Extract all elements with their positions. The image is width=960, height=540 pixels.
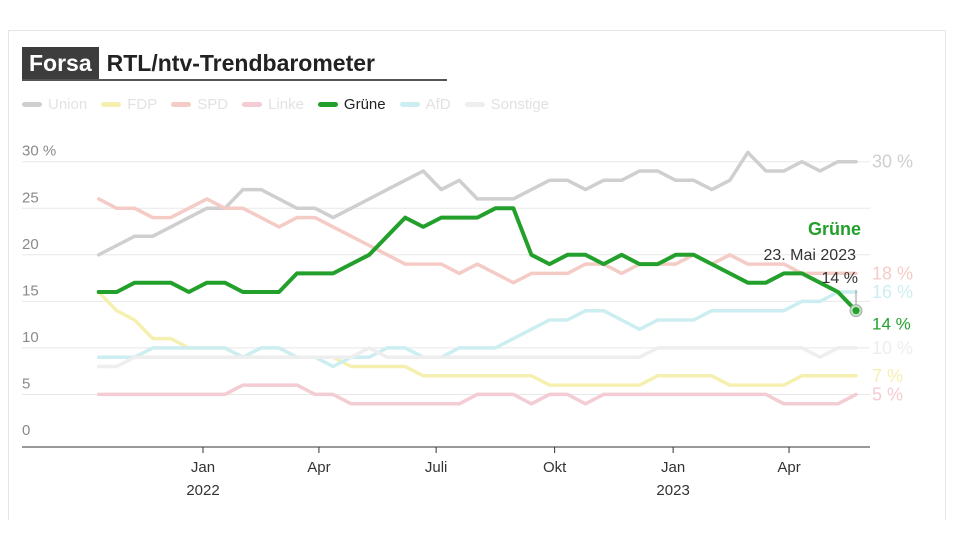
- series-line-spd: [96, 197, 858, 285]
- legend-label: AfD: [425, 96, 451, 113]
- end-label-linke: 5 %: [872, 384, 903, 404]
- legend-item-linke[interactable]: Linke: [242, 96, 304, 113]
- y-tick-label: 0: [22, 422, 30, 439]
- chart-card: [8, 30, 946, 520]
- highlight-marker: [852, 307, 860, 315]
- series-line-fdp: [96, 290, 858, 387]
- y-tick-label: 15: [22, 282, 39, 299]
- legend-item-sonstige[interactable]: Sonstige: [464, 96, 549, 113]
- tooltip-series: Grüne: [808, 219, 861, 239]
- legend-swatch: [22, 102, 42, 107]
- y-tick-label: 10: [22, 329, 39, 346]
- series-line-linke: [96, 383, 858, 406]
- legend-swatch: [464, 102, 485, 107]
- series-line-afd: [96, 290, 858, 369]
- x-tick-label: Jan: [661, 459, 685, 476]
- x-tick-year: 2022: [186, 482, 219, 499]
- series-line-grüne: [96, 206, 858, 313]
- legend-swatch: [101, 102, 122, 107]
- legend-item-grüne[interactable]: Grüne: [317, 96, 386, 113]
- end-label-union: 30 %: [872, 152, 913, 172]
- series-line-sonstige: [96, 346, 858, 369]
- legend-item-fdp[interactable]: FDP: [101, 96, 157, 113]
- x-tick-label: Juli: [425, 459, 448, 476]
- legend-label: Union: [48, 96, 88, 113]
- x-tick-label: Okt: [543, 459, 567, 476]
- tooltip-date: 23. Mai 2023: [763, 247, 856, 264]
- legend-item-afd[interactable]: AfD: [399, 96, 451, 113]
- legend-item-union[interactable]: Union: [22, 96, 87, 113]
- y-tick-label: 25: [22, 189, 39, 206]
- end-label-spd: 18 %: [872, 263, 913, 283]
- legend-label: Grüne: [343, 96, 386, 113]
- legend-item-spd[interactable]: SPD: [171, 96, 228, 113]
- chart-title: Forsa RTL/ntv-Trendbarometer: [22, 47, 447, 81]
- end-label-fdp: 7 %: [872, 366, 903, 386]
- brand-label: Forsa: [22, 47, 99, 79]
- y-tick-label: 5: [22, 375, 30, 392]
- end-label-afd: 16 %: [872, 282, 913, 302]
- x-tick-label: Apr: [307, 459, 330, 476]
- end-label-grüne: 14 %: [872, 315, 911, 334]
- x-tick-label: Apr: [777, 459, 800, 476]
- legend-label: FDP: [127, 96, 158, 113]
- y-tick-label: 20: [22, 236, 39, 253]
- tooltip-value: 14 %: [822, 270, 858, 287]
- legend-label: SPD: [197, 96, 229, 113]
- end-label-sonstige: 10 %: [872, 338, 913, 358]
- legend: Union FDP SPD Linke Grüne AfD Sonstige: [22, 96, 549, 113]
- legend-label: Linke: [268, 96, 304, 113]
- legend-swatch: [242, 102, 263, 107]
- legend-swatch: [399, 102, 420, 107]
- x-tick-year: 2023: [656, 482, 689, 499]
- legend-swatch: [317, 102, 338, 107]
- y-tick-label: 30 %: [22, 143, 56, 160]
- title-text: RTL/ntv-Trendbarometer: [106, 50, 376, 76]
- x-tick-label: Jan: [191, 459, 215, 476]
- legend-swatch: [171, 102, 192, 107]
- legend-label: Sonstige: [490, 96, 549, 113]
